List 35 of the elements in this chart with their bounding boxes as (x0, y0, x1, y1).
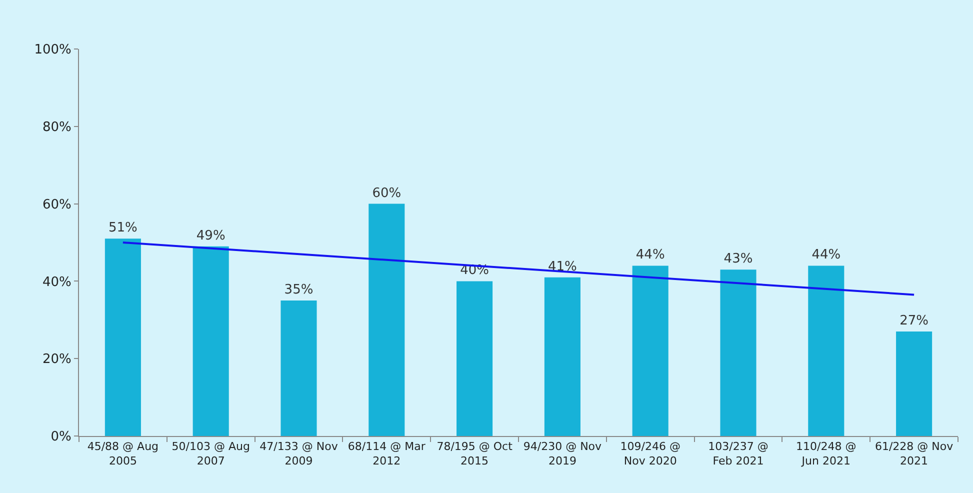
y-tick-label: 100% (34, 42, 72, 58)
x-tick-label: 103/237 @ Feb 2021 (708, 440, 768, 468)
bar (280, 300, 317, 436)
y-tick-label: 20% (42, 352, 72, 368)
x-tick-label: 68/114 @ Mar 2012 (348, 440, 426, 468)
data-label: 51% (108, 220, 138, 236)
x-tick-label: 109/246 @ Nov 2020 (620, 440, 680, 468)
x-tick-label: 110/248 @ Jun 2021 (796, 440, 856, 468)
x-tick-label: 47/133 @ Nov 2009 (260, 440, 338, 468)
data-label: 49% (196, 228, 226, 244)
bar (104, 238, 141, 436)
bar (456, 281, 493, 436)
data-label: 27% (900, 314, 929, 329)
bar (368, 204, 405, 436)
x-tick-label: 45/88 @ Aug 2005 (87, 440, 159, 468)
data-label: 44% (812, 248, 841, 263)
bar (808, 266, 844, 436)
y-tick-label: 40% (42, 274, 72, 290)
data-label: 43% (724, 252, 753, 267)
y-tick-label: 0% (50, 430, 72, 445)
y-tick-label: 80% (42, 120, 72, 135)
x-tick-label: 94/230 @ Nov 2019 (523, 440, 602, 468)
data-label: 41% (548, 259, 577, 274)
bar (192, 246, 229, 436)
bar (720, 270, 756, 436)
x-tick-label: 78/195 @ Oct 2015 (436, 440, 514, 468)
bar (632, 266, 668, 436)
data-label: 60% (372, 186, 402, 201)
bar (896, 332, 932, 436)
y-tick-label: 60% (42, 197, 72, 212)
x-tick-label: 61/228 @ Nov 2021 (874, 440, 954, 468)
bar (544, 277, 580, 436)
x-tick-label: 50/103 @ Aug 2007 (172, 440, 250, 468)
data-label: 35% (284, 282, 314, 298)
data-label: 44% (636, 248, 665, 263)
